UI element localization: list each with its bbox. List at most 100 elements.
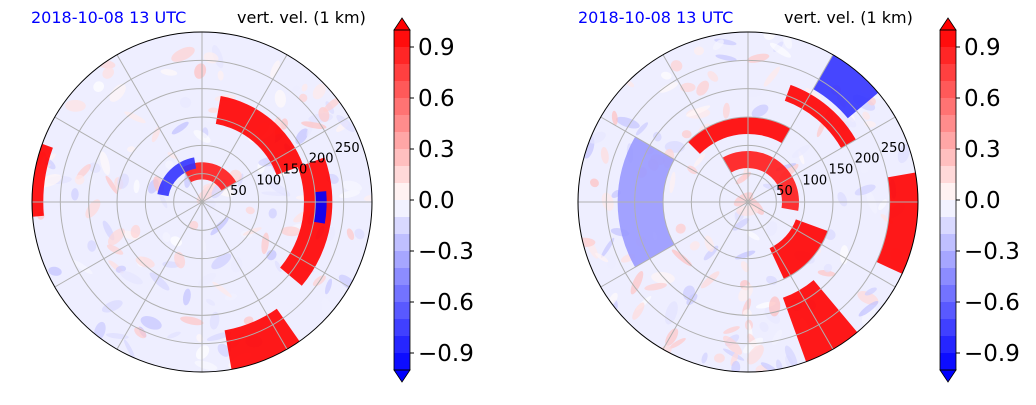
noise-mark [268, 181, 291, 197]
noise-mark [805, 87, 822, 100]
colorbar-tick-label: 0.0 [418, 188, 455, 214]
noise-mark [660, 71, 672, 80]
noise-mark [102, 67, 115, 79]
noise-mark [696, 80, 710, 96]
noise-mark [765, 221, 778, 236]
noise-mark [651, 271, 675, 284]
angular-grid-line [600, 116, 749, 203]
noise-mark [211, 253, 232, 270]
noise-mark [105, 175, 118, 195]
noise-mark [693, 153, 706, 168]
radial-tick-label: 150 [283, 162, 308, 177]
noise-mark [837, 191, 848, 207]
noise-mark [670, 60, 683, 72]
noise-mark [189, 220, 199, 231]
polar-frame [577, 31, 919, 373]
noise-mark [217, 343, 231, 357]
noise-mark [746, 231, 760, 241]
plot-title-variable: vert. vel. (1 km) [237, 8, 366, 27]
colorbar-extend-min [393, 369, 411, 383]
angular-grid-line [116, 54, 203, 203]
angular-grid-line [201, 116, 350, 203]
colorbar-segment [940, 217, 956, 235]
noise-mark [635, 122, 649, 136]
noise-mark [723, 335, 743, 355]
noise-mark [346, 228, 355, 241]
noise-mark [611, 110, 618, 126]
colorbar-segment [940, 47, 956, 65]
data-feature [32, 143, 53, 217]
colorbar-segment [394, 285, 410, 303]
noise-mark [204, 113, 217, 123]
noise-mark [312, 83, 326, 100]
noise-mark [243, 316, 254, 325]
noise-mark [354, 228, 365, 240]
noise-mark [119, 270, 143, 285]
angular-grid-line [600, 201, 749, 288]
noise-mark [600, 147, 609, 164]
noise-mark [700, 271, 720, 289]
colorbar-segment [394, 353, 410, 371]
noise-mark [630, 270, 644, 295]
colorbar-segment [394, 30, 410, 48]
noise-mark [301, 83, 308, 92]
angular-grid-line [747, 116, 896, 203]
noise-mark [747, 87, 764, 98]
noise-mark [217, 70, 224, 81]
noise-mark [194, 63, 207, 79]
colorbar-segment [940, 98, 956, 116]
colorbar-segment [394, 251, 410, 269]
noise-mark [703, 245, 719, 261]
noise-mark [324, 278, 333, 295]
noise-mark [735, 250, 756, 260]
plot-title-date: 2018-10-08 13 UTC [31, 8, 187, 27]
radial-tick-label: 200 [309, 152, 334, 167]
noise-mark [740, 261, 750, 273]
colorbar-segment [394, 336, 410, 354]
colorbar-tick-label: −0.3 [964, 239, 1020, 265]
noise-mark [669, 171, 676, 194]
colorbar-tick-label: 0.6 [418, 86, 455, 112]
colorbar-segment [940, 132, 956, 150]
noise-mark [860, 159, 872, 174]
noise-mark [159, 192, 168, 209]
data-feature [813, 54, 879, 119]
noise-mark [746, 344, 764, 365]
noise-mark [713, 353, 725, 363]
polar-frame [31, 31, 373, 373]
noise-mark [861, 304, 876, 326]
noise-mark [71, 259, 93, 275]
polar-plot-panel-left: 2018-10-08 13 UTC vert. vel. (1 km) 50 10… [0, 0, 518, 401]
noise-mark [732, 218, 750, 231]
data-feature [782, 280, 858, 362]
data-feature [182, 162, 237, 191]
angular-grid-line [201, 54, 288, 203]
colorbar-segment [394, 132, 410, 150]
noise-mark [588, 131, 606, 144]
colorbar-segment [940, 30, 956, 48]
angular-grid-line [662, 201, 749, 350]
noise-mark [127, 146, 136, 153]
noise-mark [817, 270, 836, 277]
data-feature [215, 96, 304, 175]
noise-mark [671, 249, 693, 267]
colorbar-segment [940, 268, 956, 286]
noise-mark [864, 287, 877, 296]
noise-mark [730, 352, 739, 367]
noise-mark [65, 99, 86, 112]
colorbar-segment [394, 217, 410, 235]
noise-mark [171, 121, 189, 135]
noise-mark [149, 272, 170, 291]
noise-mark [151, 126, 161, 143]
colorbar-segment [940, 234, 956, 252]
noise-mark [784, 345, 798, 368]
noise-mark [680, 82, 696, 93]
noise-mark [100, 151, 111, 176]
noise-mark [101, 300, 123, 313]
noise-mark [653, 131, 662, 142]
colorbar-segment [940, 81, 956, 99]
noise-mark [857, 290, 879, 306]
noise-mark [206, 331, 232, 341]
